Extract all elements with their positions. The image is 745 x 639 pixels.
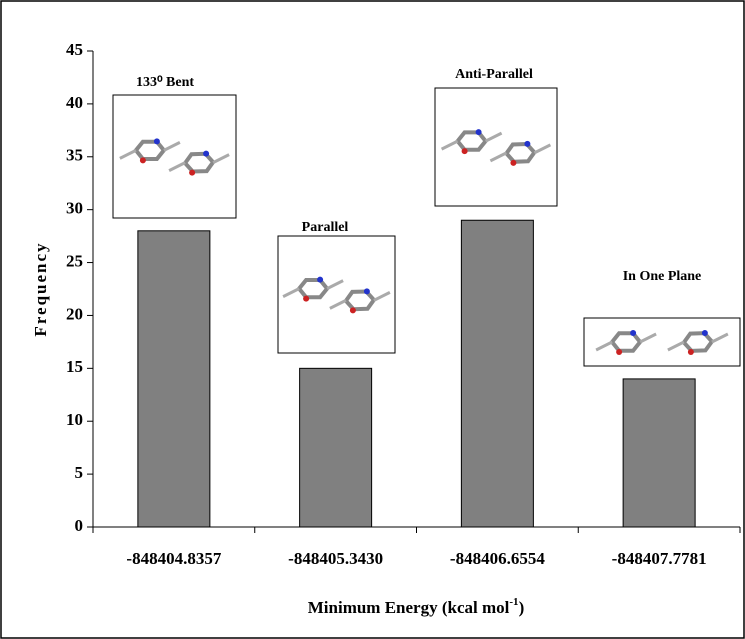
atom-o xyxy=(140,157,146,163)
x-axis-label: Minimum Energy (kcal mol-1) xyxy=(308,596,524,617)
x-label-sup: -1 xyxy=(509,596,518,608)
atom-o xyxy=(189,170,195,176)
chart: Frequency Minimum Energy (kcal mol-1) 0 5… xyxy=(0,0,745,639)
annotation: 133⁰ Bent xyxy=(136,75,194,90)
bar xyxy=(138,231,210,527)
y-tick-label: 20 xyxy=(66,304,83,323)
x-tick-label: -848404.8357 xyxy=(126,549,221,568)
inset-box xyxy=(113,95,236,218)
inset-box xyxy=(584,318,740,366)
y-tick-label: 40 xyxy=(66,93,83,112)
y-tick-label: 0 xyxy=(75,516,84,535)
y-axis-label: Frequency xyxy=(31,241,50,336)
atom-o xyxy=(350,307,356,313)
y-tick-label: 35 xyxy=(66,146,83,165)
y-tick-label: 5 xyxy=(75,463,84,482)
annotation: Parallel xyxy=(302,220,349,235)
y-tick-label: 15 xyxy=(66,357,83,376)
atom-n xyxy=(702,330,708,336)
annotation: Anti-Parallel xyxy=(455,67,533,82)
x-label-main: Minimum Energy (kcal mol xyxy=(308,598,510,617)
bar xyxy=(623,379,695,527)
inset-box xyxy=(278,236,395,353)
inset-box xyxy=(435,88,557,206)
x-tick-label: -848407.7781 xyxy=(612,549,707,568)
atom-n xyxy=(203,151,209,157)
x-tick-label: -848406.6554 xyxy=(450,549,545,568)
atom-n xyxy=(524,141,530,147)
x-label-end: ) xyxy=(519,598,525,617)
atom-o xyxy=(303,296,309,302)
atom-o xyxy=(616,349,622,355)
atom-o xyxy=(462,148,468,154)
atom-n xyxy=(476,129,482,135)
atom-n xyxy=(317,277,323,283)
atom-n xyxy=(630,330,636,336)
x-tick-label: -848405.3430 xyxy=(288,549,383,568)
atom-n xyxy=(364,288,370,294)
atom-o xyxy=(688,349,694,355)
y-tick-label: 45 xyxy=(66,40,83,59)
annotation: In One Plane xyxy=(623,269,702,284)
bar xyxy=(300,368,372,527)
y-tick-label: 30 xyxy=(66,199,83,218)
atom-o xyxy=(510,160,516,166)
y-tick-label: 25 xyxy=(66,251,83,270)
atom-n xyxy=(154,138,160,144)
y-tick-label: 10 xyxy=(66,410,83,429)
bar xyxy=(461,220,533,527)
